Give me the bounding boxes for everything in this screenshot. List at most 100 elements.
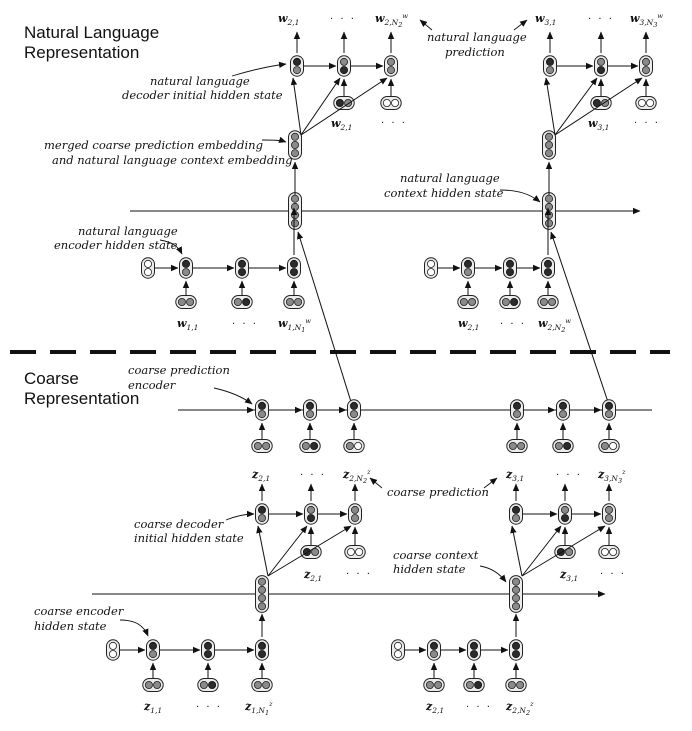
- token-w2N-in: w2,N2w: [538, 317, 571, 334]
- token-z1N-in: z1,N1z: [244, 700, 273, 717]
- hidden-state-node-17: [594, 55, 608, 77]
- anno-coarse-prediction-pointer-right: [483, 477, 498, 489]
- anno-coarse-pred-encoder-2: encoder: [128, 378, 177, 392]
- anno-nl-encoder-pointer: [159, 239, 183, 255]
- hidden-state-node-2: [179, 257, 193, 279]
- hidden-state-node-4: [287, 257, 301, 279]
- input-embedding-node-25: [463, 678, 485, 692]
- hidden-state-node-10: [542, 192, 556, 230]
- edge-arrow-29: [543, 77, 556, 136]
- hidden-state-node-28: [348, 503, 362, 525]
- hidden-state-node-29: [509, 575, 523, 613]
- ellipsis-w-in-right: · · ·: [500, 319, 526, 330]
- token-w3N-top: w3,N3w: [630, 12, 663, 29]
- token-w21-in: w2,1: [458, 317, 479, 332]
- input-embedding-node-20: [598, 545, 620, 559]
- hidden-state-node-12: [290, 55, 304, 77]
- anno-nl-prediction-pointer-left: [419, 19, 433, 31]
- hidden-state-node-34: [146, 639, 160, 661]
- anno-nl-prediction-1: natural language: [427, 30, 527, 44]
- anno-coarse-decoder-initial-pointer: [225, 510, 255, 521]
- hidden-state-node-24: [602, 399, 616, 421]
- anno-merged-pointer: [261, 136, 287, 143]
- input-embedding-node-24: [423, 678, 445, 692]
- token-z31-top: z3,1: [505, 468, 524, 483]
- hidden-state-node-22: [510, 399, 524, 421]
- coarse-title-line-2: Representation: [24, 389, 139, 408]
- anno-nl-prediction-pointer-right: [513, 19, 528, 31]
- hidden-state-node-27: [304, 503, 318, 525]
- edge-arrow-19: [300, 77, 341, 136]
- ellipsis-z-in-left: · · ·: [196, 702, 222, 713]
- hidden-state-node-26: [255, 503, 269, 525]
- anno-nl-decoder-initial-pointer: [231, 61, 287, 77]
- input-embedding-node-23: [251, 678, 273, 692]
- anno-nl-decoder-initial-2: decoder initial hidden state: [122, 88, 283, 102]
- hidden-state-node-38: [427, 639, 441, 661]
- anno-coarse-encoder-1: coarse encoder: [34, 604, 125, 618]
- ellipsis-w-top-left: · · ·: [330, 14, 356, 25]
- input-embedding-node-5: [499, 295, 521, 309]
- token-z11-in: z1,1: [143, 700, 162, 715]
- hidden-state-node-32: [602, 503, 616, 525]
- anno-coarse-prediction-pointer-left: [369, 477, 383, 489]
- token-w21-top: w2,1: [278, 12, 299, 27]
- token-w1N-in: w1,N1w: [278, 317, 311, 334]
- anno-coarse-encoder-2: hidden state: [34, 619, 107, 633]
- token-z21-dec: z2,1: [303, 568, 322, 583]
- hidden-state-node-39: [467, 639, 481, 661]
- nl-title-line-2: Representation: [24, 43, 139, 62]
- input-embedding-node-12: [299, 439, 321, 453]
- token-z2N-in: z2,N2z: [505, 700, 534, 717]
- anno-nl-encoder-1: natural language: [78, 224, 178, 238]
- ellipsis-w-dec-right: · · ·: [634, 118, 660, 129]
- edge-arrow-50: [256, 525, 269, 577]
- input-embedding-node-1: [175, 295, 197, 309]
- ellipsis-z-top-right: · · ·: [556, 470, 582, 481]
- coarse-to-nl-left: [297, 231, 353, 406]
- hidden-state-node-18: [639, 55, 653, 77]
- ellipsis-z-dec-left: · · ·: [346, 569, 372, 580]
- token-z31-dec: z3,1: [559, 568, 578, 583]
- ellipsis-z-in-right: · · ·: [466, 702, 492, 713]
- hidden-state-node-21: [347, 399, 361, 421]
- edge-arrow-51: [267, 525, 308, 577]
- hidden-state-node-35: [201, 639, 215, 661]
- hidden-state-node-37: [391, 639, 405, 661]
- coarse-section-title: Coarse Representation: [24, 369, 139, 408]
- anno-merged-2: and natural language context embedding: [52, 153, 293, 167]
- token-w21-dec: w2,1: [331, 117, 352, 132]
- token-z3N-top: z3,N3z: [597, 468, 626, 485]
- input-embedding-node-21: [142, 678, 164, 692]
- edge-arrow-31: [554, 77, 643, 136]
- hidden-state-node-8: [541, 257, 555, 279]
- hidden-state-node-14: [384, 55, 398, 77]
- coarse-title-line-1: Coarse: [24, 369, 79, 388]
- hidden-state-node-30: [509, 503, 523, 525]
- diagram-edges: [120, 31, 650, 678]
- anno-merged-1: merged coarse prediction embedding: [44, 138, 263, 152]
- input-embedding-node-8: [380, 96, 402, 110]
- anno-coarse-encoder-pointer: [119, 619, 149, 637]
- hidden-state-node-36: [255, 639, 269, 661]
- input-embedding-node-15: [552, 439, 574, 453]
- hidden-state-node-20: [303, 399, 317, 421]
- ellipsis-z-top-left: · · ·: [300, 470, 326, 481]
- input-embedding-node-3: [283, 295, 305, 309]
- anno-coarse-pred-encoder-pointer: [213, 387, 253, 405]
- anno-nl-context-pointer: [499, 189, 541, 203]
- input-embedding-node-16: [598, 439, 620, 453]
- anno-coarse-decoder-initial-2: initial hidden state: [134, 531, 244, 545]
- token-w31-dec: w3,1: [588, 117, 609, 132]
- token-w2N-top: w2,N2w: [375, 12, 408, 29]
- hidden-state-node-13: [337, 55, 351, 77]
- anno-coarse-context-pointer: [479, 565, 507, 583]
- anno-nl-context-2: context hidden state: [384, 186, 504, 200]
- input-embedding-node-9: [590, 96, 612, 110]
- hidden-state-node-15: [542, 130, 556, 160]
- hidden-state-node-9: [288, 192, 302, 230]
- edge-arrow-30: [554, 77, 598, 136]
- hidden-state-node-1: [141, 257, 155, 279]
